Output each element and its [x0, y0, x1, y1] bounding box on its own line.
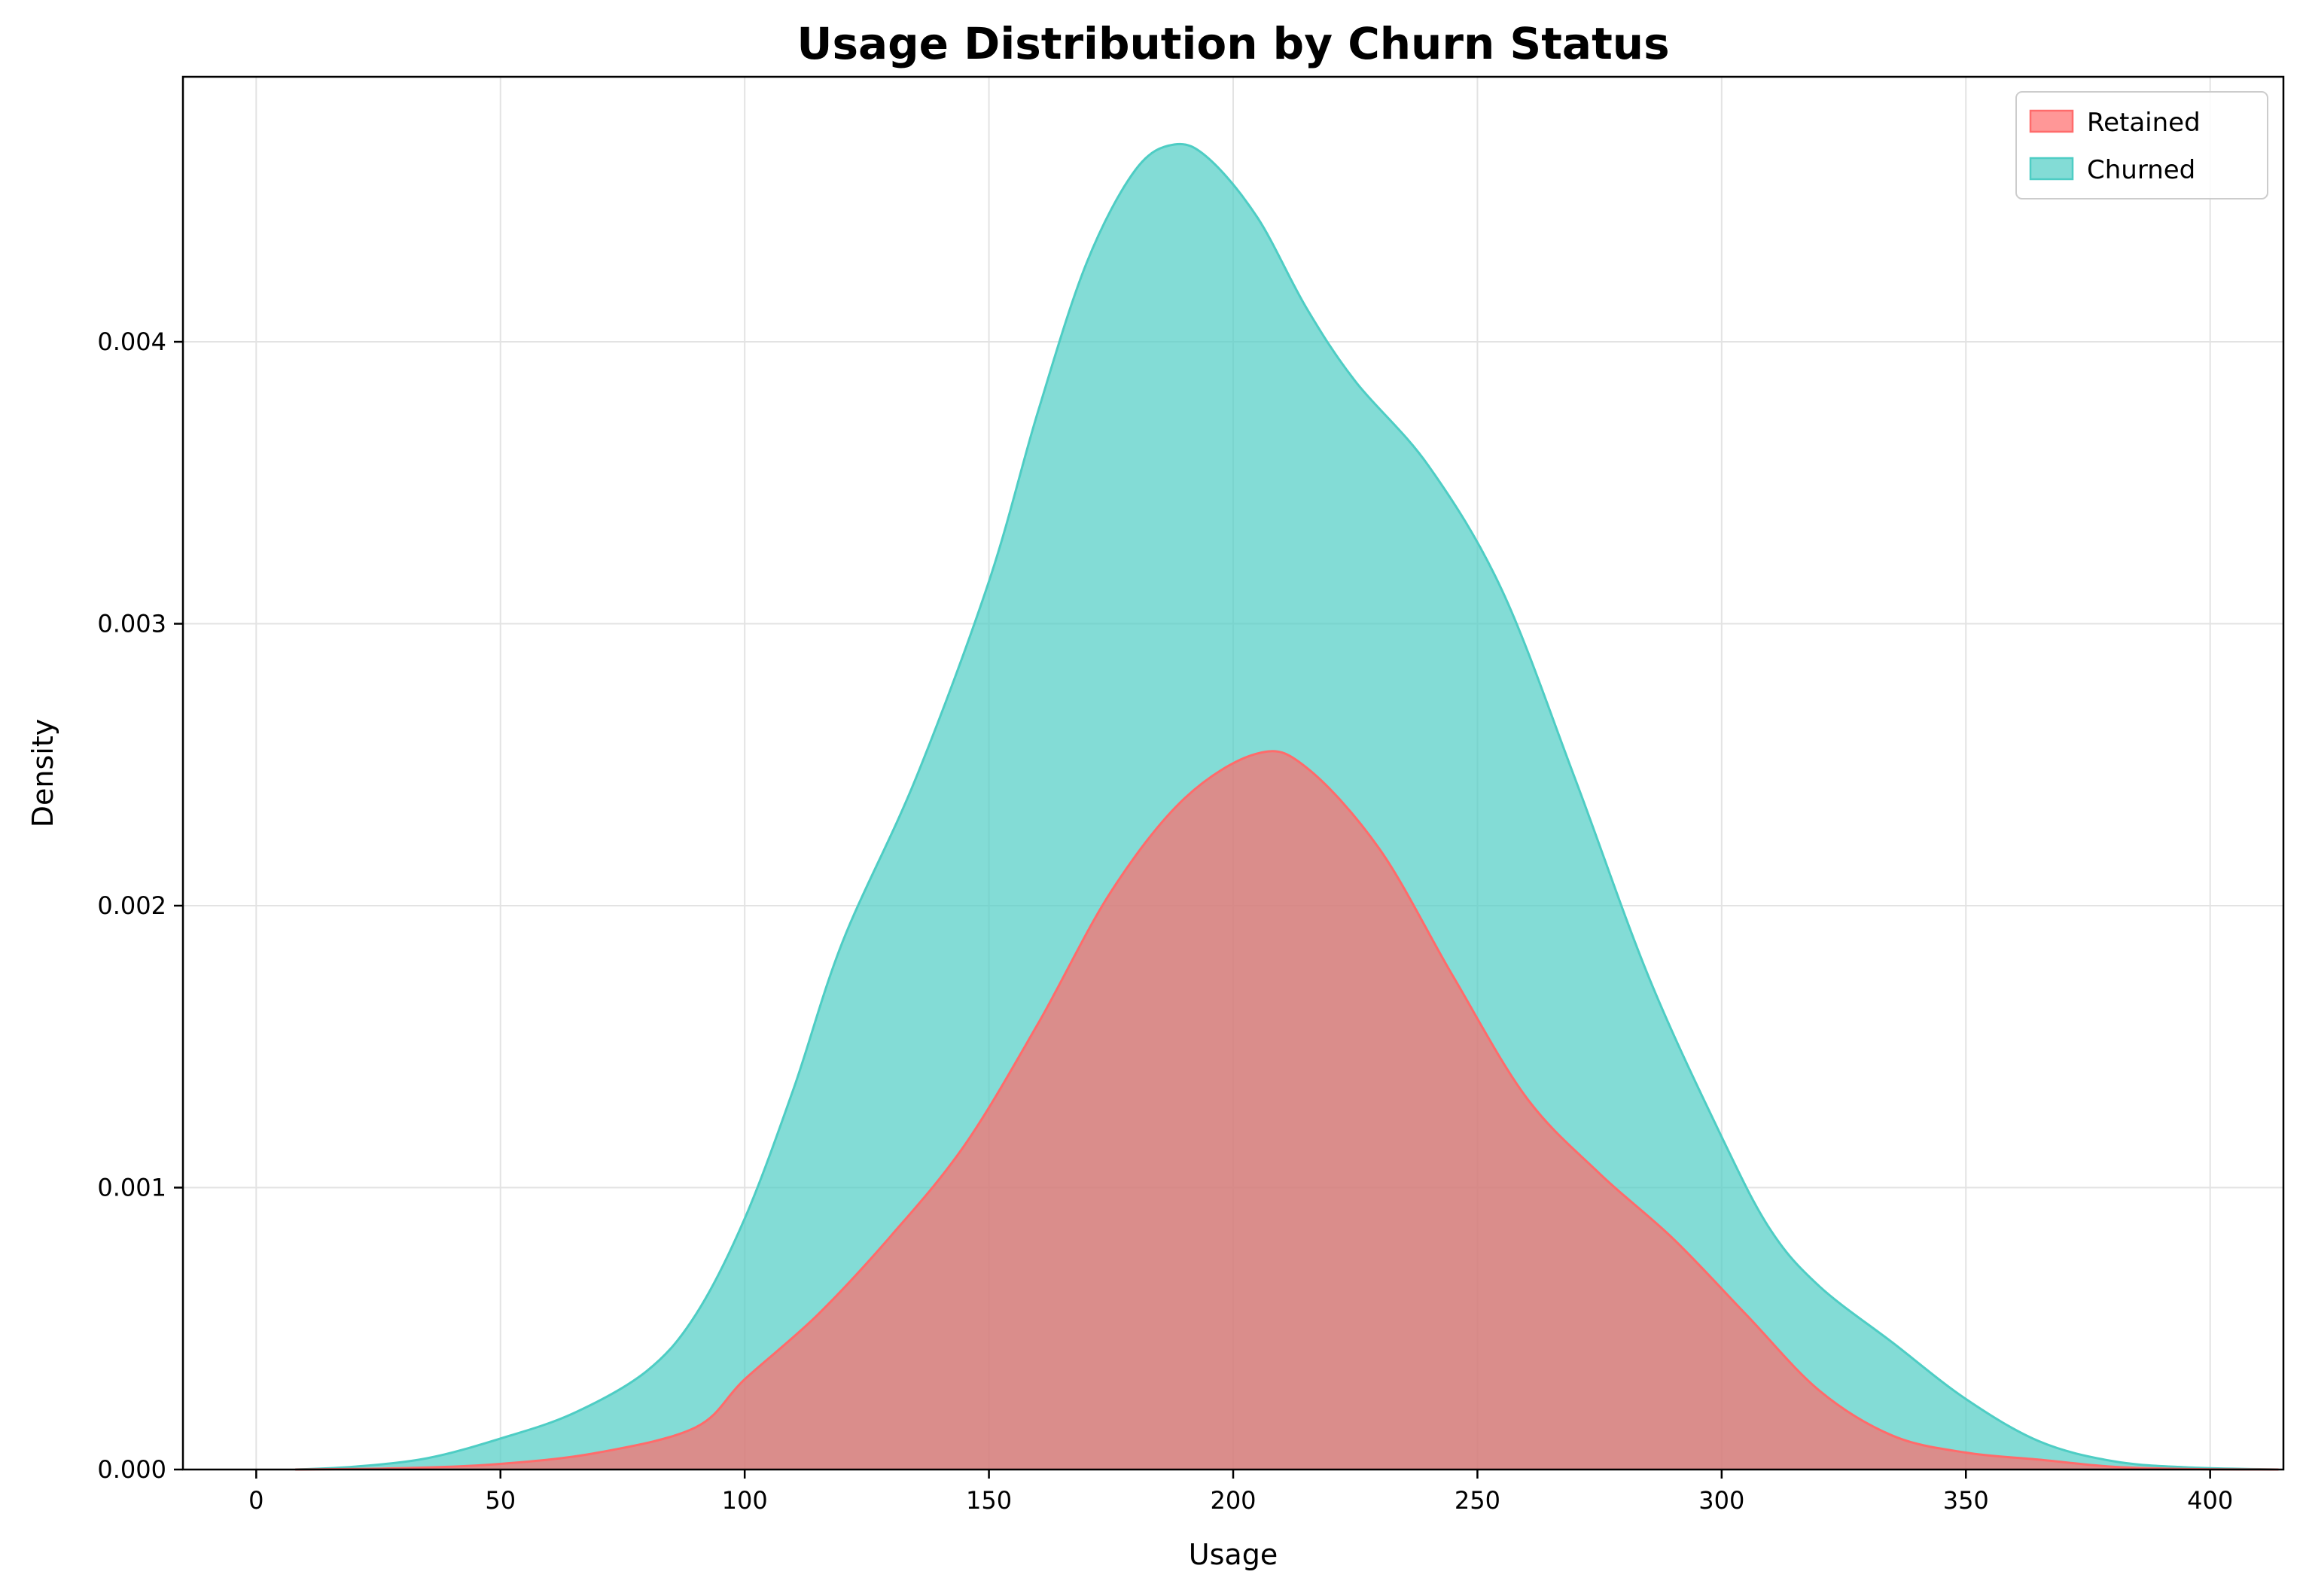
legend-label-retained: Retained [2087, 108, 2201, 138]
legend-swatch-churned [2029, 157, 2074, 181]
x-tick-label-350: 350 [1943, 1486, 1989, 1515]
y-tick-label-0.003: 0.003 [97, 610, 166, 638]
x-axis-label: Usage [1189, 1538, 1278, 1571]
x-tick-label-400: 400 [2187, 1486, 2233, 1515]
legend: Retained Churned [2015, 91, 2268, 200]
density-area-retained [295, 751, 2279, 1470]
density-line-churned [295, 142, 2279, 1471]
x-tick-label-100: 100 [722, 1486, 768, 1515]
y-tick-label-0.001: 0.001 [97, 1174, 166, 1202]
legend-box [2015, 91, 2268, 200]
x-tick-label-300: 300 [1698, 1486, 1744, 1515]
legend-label-churned: Churned [2087, 155, 2195, 185]
y-tick-label-0.000: 0.000 [97, 1455, 166, 1484]
x-tick-label-50: 50 [485, 1486, 516, 1515]
y-tick-label-0.004: 0.004 [97, 327, 166, 356]
x-tick-label-150: 150 [966, 1486, 1012, 1515]
density-areas [295, 142, 2279, 1471]
y-tick-label-0.002: 0.002 [97, 891, 166, 920]
axis-ticks: 0 50 100 150 200 250 300 350 400 0.000 0.001 0.002 0… [97, 327, 2233, 1515]
chart-title: Usage Distribution by Churn Status [797, 18, 1669, 69]
y-axis-label: Density [26, 719, 59, 827]
x-tick-label-250: 250 [1455, 1486, 1500, 1515]
x-tick-label-200: 200 [1210, 1486, 1256, 1515]
density-line-retained [295, 750, 2279, 1471]
x-tick-label-0: 0 [248, 1486, 263, 1515]
legend-swatch-retained [2029, 109, 2074, 133]
